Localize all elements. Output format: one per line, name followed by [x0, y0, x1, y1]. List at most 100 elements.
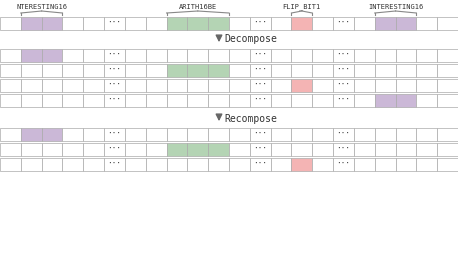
- Bar: [187, 158, 208, 171]
- Text: ···: ···: [253, 81, 267, 90]
- Bar: [375, 49, 396, 62]
- Bar: [83, 158, 104, 171]
- Bar: [416, 158, 437, 171]
- Bar: [271, 94, 291, 107]
- Text: ···: ···: [108, 19, 121, 28]
- Bar: [104, 128, 125, 141]
- Bar: [291, 143, 312, 156]
- Bar: [167, 64, 187, 77]
- Bar: [21, 143, 42, 156]
- Bar: [62, 94, 83, 107]
- Bar: [250, 64, 271, 77]
- Bar: [42, 79, 62, 92]
- Text: NTERESTING16: NTERESTING16: [16, 4, 67, 10]
- Bar: [104, 64, 125, 77]
- Bar: [0, 64, 21, 77]
- Bar: [271, 79, 291, 92]
- Bar: [0, 49, 21, 62]
- Bar: [21, 49, 42, 62]
- Bar: [167, 17, 187, 30]
- Text: INTERESTING16: INTERESTING16: [368, 4, 423, 10]
- Bar: [62, 49, 83, 62]
- Bar: [208, 128, 229, 141]
- Bar: [125, 17, 146, 30]
- Bar: [146, 128, 167, 141]
- Bar: [187, 49, 208, 62]
- Bar: [312, 49, 333, 62]
- Bar: [333, 94, 354, 107]
- Bar: [437, 49, 458, 62]
- Bar: [229, 79, 250, 92]
- Bar: [0, 158, 21, 171]
- Bar: [0, 79, 21, 92]
- Bar: [312, 128, 333, 141]
- Bar: [42, 143, 62, 156]
- Bar: [250, 128, 271, 141]
- Text: ···: ···: [253, 96, 267, 105]
- Bar: [208, 143, 229, 156]
- Bar: [229, 128, 250, 141]
- Bar: [375, 94, 396, 107]
- Bar: [0, 17, 21, 30]
- Text: FLIP_BIT1: FLIP_BIT1: [283, 3, 321, 10]
- Bar: [271, 64, 291, 77]
- Bar: [416, 64, 437, 77]
- Bar: [375, 64, 396, 77]
- Bar: [396, 17, 416, 30]
- Bar: [437, 158, 458, 171]
- Bar: [167, 158, 187, 171]
- Bar: [42, 158, 62, 171]
- Text: ···: ···: [337, 160, 350, 169]
- Bar: [291, 94, 312, 107]
- Bar: [375, 158, 396, 171]
- Bar: [250, 94, 271, 107]
- Bar: [416, 49, 437, 62]
- Bar: [125, 158, 146, 171]
- Bar: [0, 143, 21, 156]
- Bar: [146, 158, 167, 171]
- Bar: [312, 79, 333, 92]
- Bar: [104, 94, 125, 107]
- Text: ···: ···: [253, 160, 267, 169]
- Bar: [291, 64, 312, 77]
- Bar: [42, 49, 62, 62]
- Text: ···: ···: [337, 19, 350, 28]
- Bar: [42, 64, 62, 77]
- Bar: [375, 79, 396, 92]
- Bar: [354, 79, 375, 92]
- Bar: [250, 17, 271, 30]
- Bar: [250, 49, 271, 62]
- Bar: [62, 128, 83, 141]
- Bar: [167, 143, 187, 156]
- Bar: [83, 17, 104, 30]
- Bar: [312, 94, 333, 107]
- Bar: [416, 94, 437, 107]
- Bar: [187, 79, 208, 92]
- Bar: [437, 143, 458, 156]
- Bar: [354, 49, 375, 62]
- Bar: [271, 128, 291, 141]
- Bar: [333, 158, 354, 171]
- Bar: [21, 64, 42, 77]
- Bar: [104, 79, 125, 92]
- Bar: [62, 17, 83, 30]
- Bar: [167, 79, 187, 92]
- Bar: [208, 79, 229, 92]
- Bar: [396, 158, 416, 171]
- Bar: [208, 49, 229, 62]
- Bar: [146, 17, 167, 30]
- Text: ···: ···: [108, 130, 121, 139]
- Text: ···: ···: [337, 96, 350, 105]
- Bar: [0, 128, 21, 141]
- Bar: [229, 158, 250, 171]
- Text: ···: ···: [108, 145, 121, 154]
- Bar: [125, 79, 146, 92]
- Bar: [375, 143, 396, 156]
- Bar: [187, 17, 208, 30]
- Bar: [62, 158, 83, 171]
- Bar: [62, 64, 83, 77]
- Bar: [333, 128, 354, 141]
- Bar: [312, 143, 333, 156]
- Bar: [187, 64, 208, 77]
- Bar: [42, 17, 62, 30]
